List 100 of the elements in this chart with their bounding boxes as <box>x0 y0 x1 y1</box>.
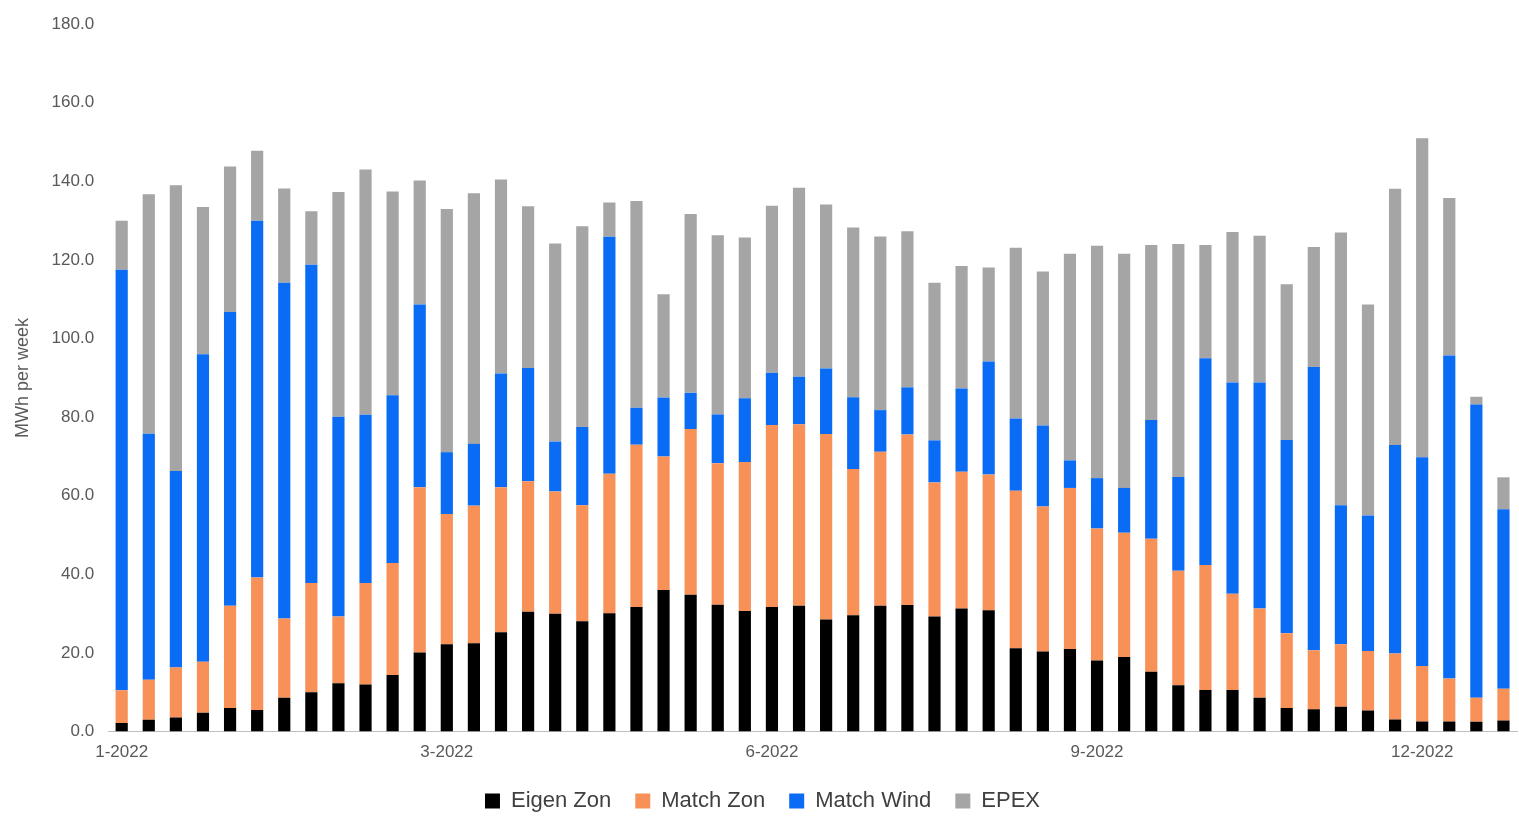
bar <box>1334 505 1347 645</box>
bar <box>901 231 914 388</box>
bar <box>1253 608 1266 698</box>
bar <box>901 434 914 606</box>
bar <box>955 471 968 609</box>
bar <box>576 505 589 622</box>
bar <box>1226 382 1239 594</box>
bar <box>1063 253 1077 461</box>
bar <box>549 491 562 614</box>
bar <box>630 407 643 445</box>
bar <box>251 709 264 732</box>
bar <box>413 487 426 653</box>
bar <box>1388 445 1402 654</box>
bar <box>738 398 751 462</box>
y-tick-label: 100.0 <box>51 328 95 348</box>
bar <box>1280 708 1293 732</box>
bar <box>1497 477 1510 510</box>
bar <box>169 717 182 732</box>
bar <box>792 187 806 377</box>
bar <box>1090 660 1104 732</box>
bar <box>684 214 697 393</box>
bar <box>792 424 806 606</box>
bar <box>1172 570 1185 686</box>
bar <box>820 204 833 369</box>
legend-label: EPEX <box>981 787 1041 813</box>
y-tick-label: 80.0 <box>61 406 95 426</box>
x-tick-label: 3-2022 <box>420 742 474 762</box>
bar <box>847 227 860 398</box>
bar <box>521 368 535 482</box>
bar <box>1172 476 1185 571</box>
bar <box>603 473 616 614</box>
bar <box>603 613 616 732</box>
bar <box>1443 721 1456 732</box>
bar <box>1172 685 1185 732</box>
bar <box>603 202 616 237</box>
bar <box>115 269 128 691</box>
bar <box>169 667 182 718</box>
bar <box>223 166 237 312</box>
bar <box>386 191 399 396</box>
y-tick-label: 40.0 <box>61 564 95 584</box>
bar <box>1036 506 1049 652</box>
bar <box>1090 478 1104 529</box>
bar <box>1009 418 1022 491</box>
bar <box>738 462 751 611</box>
bar <box>1416 138 1429 458</box>
bar <box>251 577 264 710</box>
bar <box>1280 439 1293 634</box>
bar <box>1470 721 1483 732</box>
bar <box>928 482 941 617</box>
bar <box>657 456 670 591</box>
y-tick-label: 60.0 <box>61 485 95 505</box>
bar <box>1416 457 1429 666</box>
bar <box>792 605 806 732</box>
bar <box>657 294 670 398</box>
bar <box>684 428 697 595</box>
bar <box>142 433 155 680</box>
y-axis-title: MWh per week <box>11 316 32 438</box>
bar <box>305 692 318 732</box>
bar <box>1388 719 1402 732</box>
bar <box>440 208 453 453</box>
bar <box>955 388 968 472</box>
bar <box>1307 247 1320 367</box>
bar <box>1361 651 1375 711</box>
bar <box>1497 688 1510 721</box>
bar <box>278 282 291 619</box>
legend-label: Eigen Zon <box>510 787 612 813</box>
bar <box>1090 528 1104 661</box>
bar <box>765 425 779 608</box>
bar <box>305 583 318 693</box>
bar <box>711 414 724 464</box>
bar <box>332 416 345 617</box>
bar <box>278 188 291 283</box>
bar <box>413 304 426 488</box>
bar <box>305 211 318 265</box>
bar <box>1036 425 1049 507</box>
bar <box>1145 538 1158 672</box>
bar <box>223 708 237 732</box>
bar <box>820 434 833 620</box>
x-tick-label: 6-2022 <box>745 742 799 762</box>
bar <box>1280 633 1293 709</box>
bar <box>765 607 779 732</box>
bar <box>1199 245 1212 359</box>
bar <box>928 440 941 483</box>
bar <box>1470 396 1483 405</box>
bar <box>1253 235 1266 383</box>
bar <box>765 372 779 426</box>
bar <box>1226 689 1239 732</box>
bar <box>1226 593 1239 690</box>
bar <box>115 690 128 723</box>
bar <box>359 414 372 584</box>
bar <box>359 169 372 415</box>
bar <box>332 192 345 417</box>
bar <box>738 610 751 732</box>
x-tick-label: 1-2022 <box>95 742 149 762</box>
bar <box>142 679 155 720</box>
bar <box>115 722 128 732</box>
bar <box>1009 490 1022 649</box>
bar <box>1253 382 1266 609</box>
bar <box>115 220 128 270</box>
bar <box>820 619 833 732</box>
